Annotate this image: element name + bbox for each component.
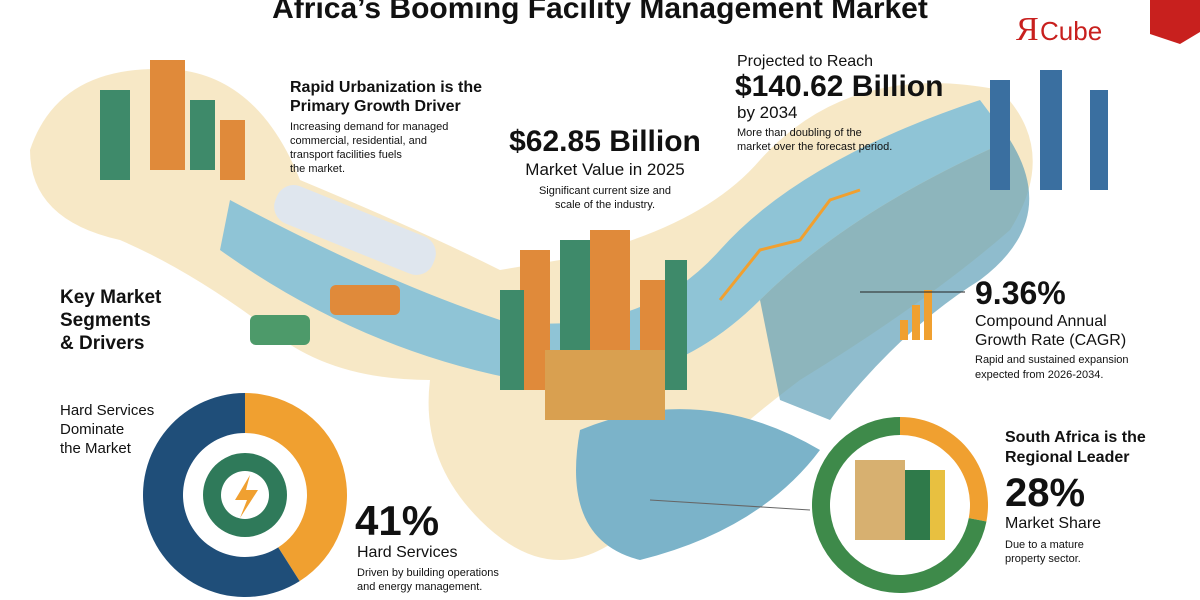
heading: the Market <box>60 440 132 457</box>
logo-mark: Я <box>1016 11 1039 48</box>
logo: Я Cube <box>1016 0 1200 48</box>
heading: Regional Leader <box>1005 449 1129 466</box>
body: property sector. <box>1005 553 1081 565</box>
share-label: 28% <box>1005 471 1085 515</box>
heading: Segments <box>60 310 151 331</box>
body: Due to a mature <box>1005 539 1084 551</box>
year: by 2034 <box>737 103 798 122</box>
label: Compound Annual <box>975 313 1107 330</box>
heading: Rapid Urbanization is the <box>290 79 482 96</box>
label: Growth Rate (CAGR) <box>975 332 1126 349</box>
body: scale of the industry. <box>555 199 655 211</box>
body: Rapid and sustained expansion <box>975 354 1129 366</box>
body: market over the forecast period. <box>737 141 892 153</box>
heading: Primary Growth Driver <box>290 98 461 115</box>
hard-services: Hard Services Dominate the Market 41% Ha… <box>60 393 499 597</box>
urbanization: Rapid Urbanization is the Primary Growth… <box>290 79 482 175</box>
segments: Key Market Segments & Drivers <box>60 287 162 354</box>
logo-text: Cube <box>1040 16 1102 46</box>
share-label: 41% <box>355 497 439 544</box>
donut-share <box>245 393 348 582</box>
donut-rest <box>143 393 300 597</box>
label: Hard Services <box>357 544 457 561</box>
label: Market Share <box>1005 515 1101 532</box>
donut-share <box>900 417 989 522</box>
label: Market Value in 2025 <box>525 160 684 179</box>
projection: Projected to Reach $140.62 Billion by 20… <box>735 53 943 153</box>
illustration <box>30 60 1108 560</box>
heading: Key Market <box>60 287 162 308</box>
body: Driven by building operations <box>357 567 499 579</box>
amount: $140.62 Billion <box>735 70 943 103</box>
body: transport facilities fuels <box>290 149 402 161</box>
heading: Hard Services <box>60 402 154 419</box>
body: Increasing demand for managed <box>290 121 448 133</box>
intro: Projected to Reach <box>737 53 873 70</box>
body: Significant current size and <box>539 185 671 197</box>
body: More than doubling of the <box>737 127 862 139</box>
amount: 9.36% <box>975 275 1066 311</box>
heading: South Africa is the <box>1005 429 1146 446</box>
gear-icon <box>203 453 287 537</box>
cagr: 9.36% Compound Annual Growth Rate (CAGR)… <box>975 275 1129 381</box>
flag-building <box>855 460 945 540</box>
body: expected from 2026-2034. <box>975 369 1103 381</box>
market-value: $62.85 Billion Market Value in 2025 Sign… <box>509 125 701 211</box>
title: Africa’s Booming Facility Management Mar… <box>272 0 928 25</box>
heading: Dominate <box>60 421 124 438</box>
body: and energy management. <box>357 581 482 593</box>
south-africa: South Africa is the Regional Leader 28% … <box>811 417 1146 593</box>
heading: & Drivers <box>60 333 145 354</box>
body: the market. <box>290 163 345 175</box>
body: commercial, residential, and <box>290 135 427 147</box>
amount: $62.85 Billion <box>509 125 701 158</box>
